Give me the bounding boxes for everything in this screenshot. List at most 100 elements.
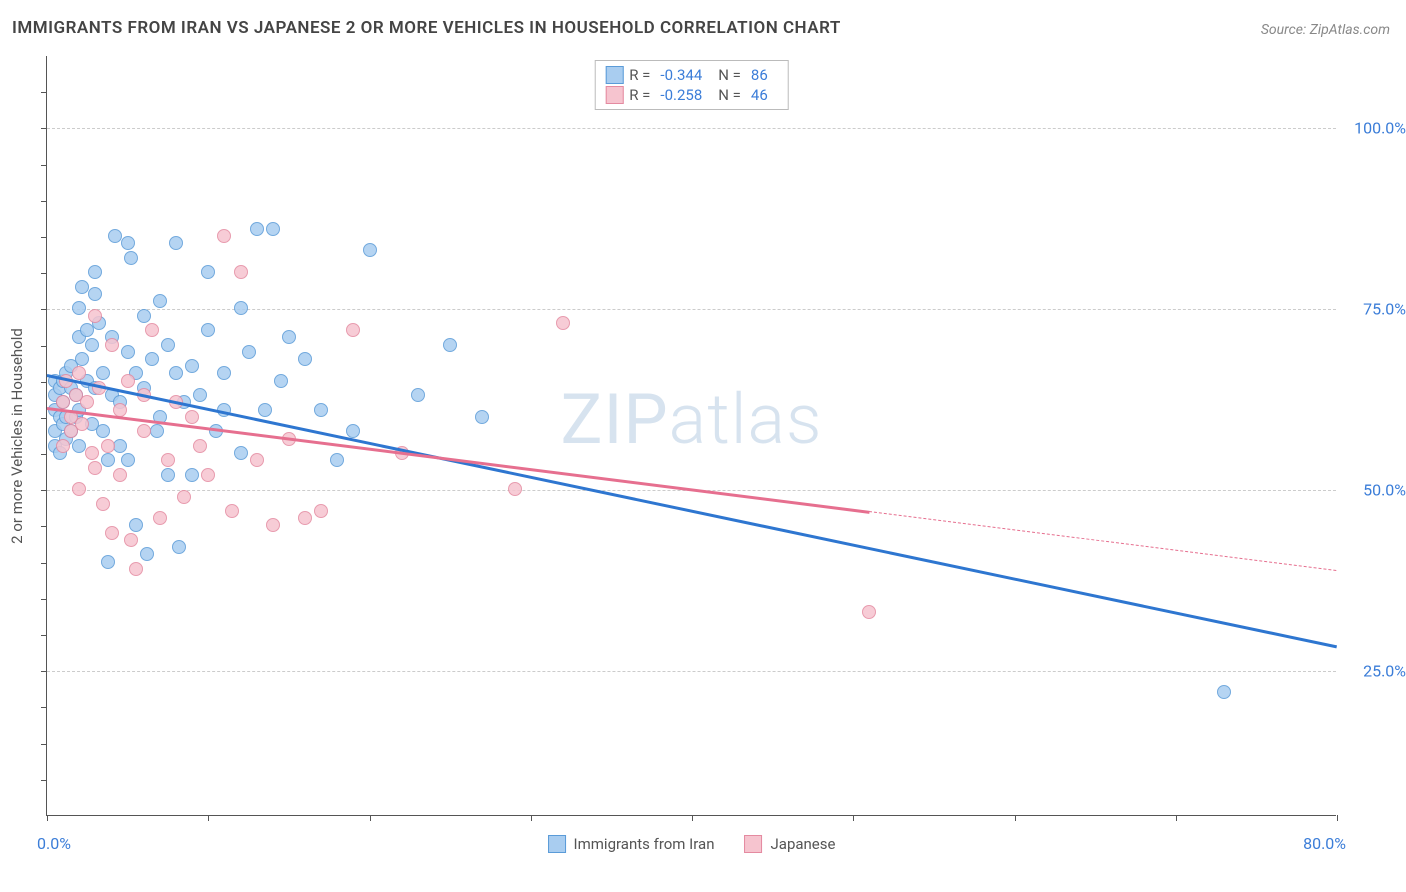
data-point (121, 374, 135, 388)
data-point (443, 338, 457, 352)
x-axis-min-label: 0.0% (37, 834, 71, 853)
data-point (475, 410, 489, 424)
data-point (177, 490, 191, 504)
legend-label: Immigrants from Iran (574, 835, 715, 853)
data-point (96, 497, 110, 511)
data-point (193, 439, 207, 453)
y-tick-label: 25.0% (1346, 662, 1406, 681)
data-point (88, 265, 102, 279)
data-point (121, 236, 135, 250)
legend-swatch (548, 835, 566, 853)
plot-area: ZIPatlas 2 or more Vehicles in Household… (46, 56, 1336, 816)
data-point (169, 366, 183, 380)
data-point (193, 388, 207, 402)
data-point (234, 265, 248, 279)
data-point (225, 504, 239, 518)
data-point (346, 424, 360, 438)
data-point (363, 243, 377, 257)
data-point (105, 338, 119, 352)
data-point (169, 236, 183, 250)
data-point (124, 251, 138, 265)
y-tick (41, 490, 47, 491)
x-tick (370, 815, 371, 821)
data-point (88, 309, 102, 323)
y-tick (41, 382, 47, 383)
data-point (250, 222, 264, 236)
data-point (234, 446, 248, 460)
r-value: -0.258 (660, 86, 702, 104)
y-tick (41, 780, 47, 781)
data-point (258, 403, 272, 417)
data-point (556, 316, 570, 330)
y-tick (41, 563, 47, 564)
r-value: -0.344 (660, 66, 702, 84)
y-tick (41, 273, 47, 274)
data-point (101, 439, 115, 453)
data-point (56, 439, 70, 453)
data-point (250, 453, 264, 467)
y-axis-title: 2 or more Vehicles in Household (8, 328, 26, 544)
y-tick (41, 599, 47, 600)
x-tick (692, 815, 693, 821)
data-point (161, 468, 175, 482)
data-point (96, 366, 110, 380)
data-point (201, 265, 215, 279)
series-legend: Immigrants from Iran Japanese (548, 835, 836, 853)
legend-item: Japanese (745, 835, 836, 853)
source-label: Source: ZipAtlas.com (1261, 22, 1390, 38)
gridline (47, 671, 1336, 672)
x-tick (1176, 815, 1177, 821)
data-point (72, 366, 86, 380)
legend-item: Immigrants from Iran (548, 835, 715, 853)
data-point (346, 323, 360, 337)
data-point (88, 287, 102, 301)
data-point (153, 511, 167, 525)
data-point (185, 359, 199, 373)
n-label: N = (718, 66, 741, 84)
y-tick (41, 418, 47, 419)
legend-swatch (745, 835, 763, 853)
data-point (140, 547, 154, 561)
legend-swatch (605, 66, 623, 84)
data-point (101, 555, 115, 569)
data-point (234, 301, 248, 315)
y-tick-label: 50.0% (1346, 481, 1406, 500)
x-tick (853, 815, 854, 821)
data-point (1217, 685, 1231, 699)
data-point (274, 374, 288, 388)
watermark: ZIPatlas (561, 379, 823, 461)
data-point (185, 410, 199, 424)
data-point (85, 446, 99, 460)
data-point (298, 511, 312, 525)
data-point (266, 518, 280, 532)
data-point (113, 468, 127, 482)
r-label: R = (629, 66, 650, 84)
data-point (105, 526, 119, 540)
data-point (101, 453, 115, 467)
data-point (121, 453, 135, 467)
n-label: N = (718, 86, 741, 104)
y-tick (41, 526, 47, 527)
x-axis-max-label: 80.0% (1303, 834, 1346, 853)
data-point (217, 366, 231, 380)
y-tick (41, 671, 47, 672)
data-point (96, 424, 110, 438)
data-point (121, 345, 135, 359)
legend-label: Japanese (771, 835, 836, 853)
data-point (137, 309, 151, 323)
legend-swatch (605, 86, 623, 104)
data-point (298, 352, 312, 366)
data-point (150, 424, 164, 438)
data-point (161, 338, 175, 352)
data-point (108, 229, 122, 243)
data-point (266, 222, 280, 236)
y-tick (41, 454, 47, 455)
data-point (75, 417, 89, 431)
y-tick (41, 237, 47, 238)
x-tick (531, 815, 532, 821)
y-tick-label: 100.0% (1346, 119, 1406, 138)
data-point (242, 345, 256, 359)
data-point (862, 605, 876, 619)
y-tick (41, 92, 47, 93)
y-tick (41, 309, 47, 310)
